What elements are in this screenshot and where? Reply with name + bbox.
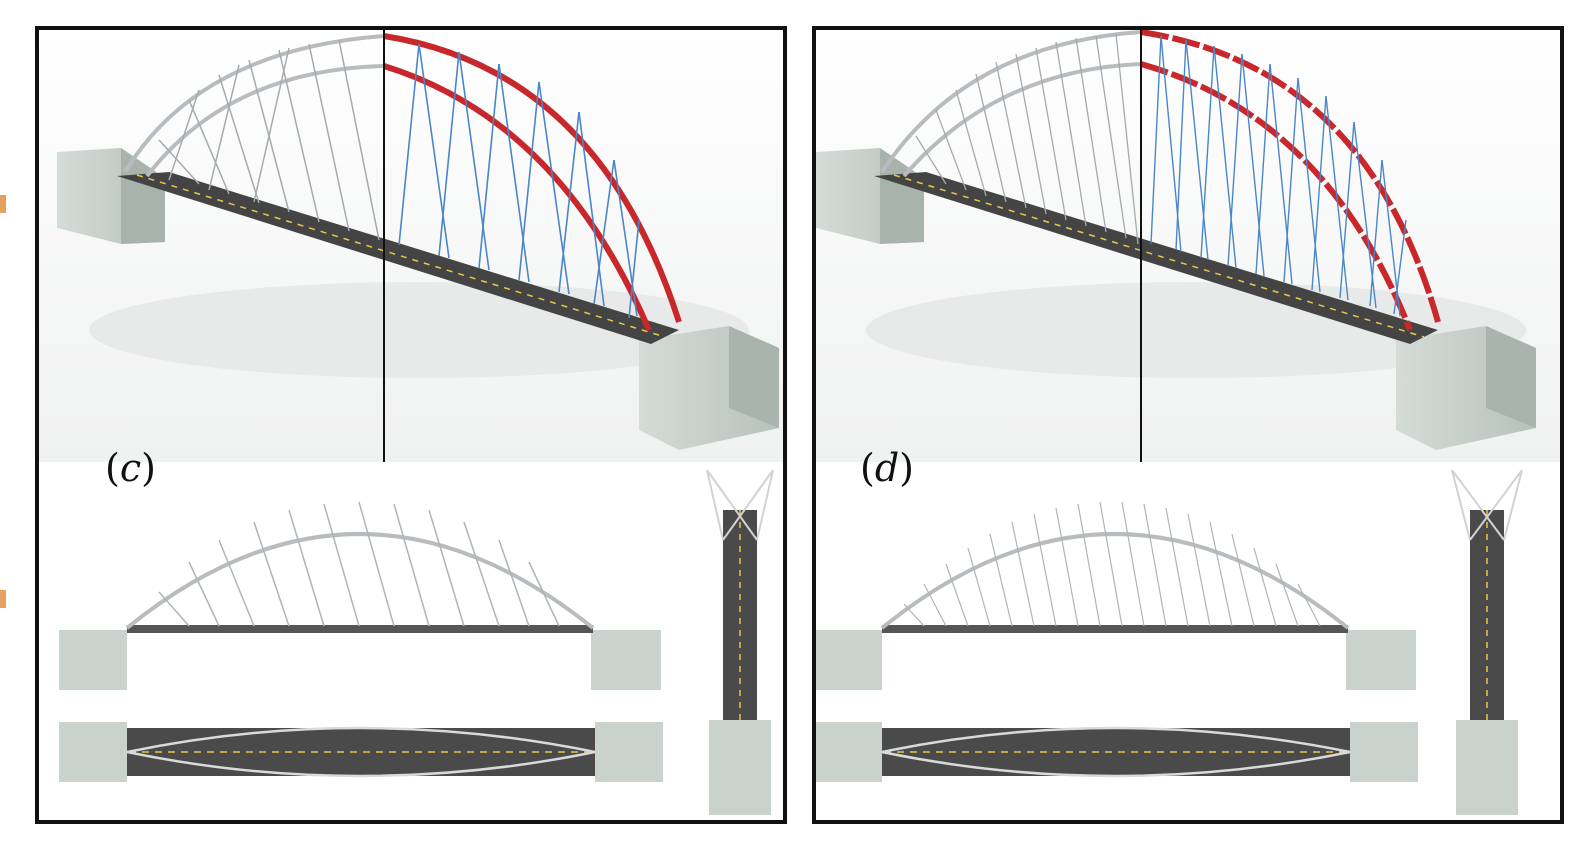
page-edge-mark (0, 590, 6, 608)
side-view (706, 470, 774, 815)
arch-compression-members (1140, 30, 1441, 332)
bridge-deck (127, 625, 593, 633)
bridge-deck (882, 625, 1348, 633)
abutment-left (57, 148, 165, 244)
figure-panel-d: (d) (812, 26, 1564, 824)
perspective-render (39, 30, 783, 462)
front-elevation-view (59, 501, 661, 690)
bridge-deck (882, 728, 1350, 776)
abutment-left (816, 630, 882, 690)
abutment-right (1396, 326, 1536, 450)
abutment-left (816, 148, 924, 244)
front-elevation-view (816, 501, 1416, 690)
arch-plan-outline (881, 726, 1351, 778)
arch-grey-half (880, 30, 1142, 178)
hangers-tension (1150, 35, 1407, 317)
hangers (158, 501, 560, 627)
plan-view (816, 722, 1418, 782)
page-edge-mark (0, 195, 6, 213)
hangers-grey (158, 39, 380, 241)
side-view (1451, 470, 1523, 815)
abutment-right (591, 630, 661, 690)
arch-plan-outline (126, 726, 596, 778)
panel-label-c: (c) (105, 446, 156, 490)
hangers-tension (398, 43, 640, 319)
bridge-deck (127, 728, 595, 776)
panel-label-d: (d) (860, 446, 914, 490)
bridge-deck (117, 172, 679, 344)
arch-rib (125, 532, 595, 630)
abutment-right (1346, 630, 1416, 690)
hangers-grey (915, 33, 1139, 245)
plan-view (59, 722, 663, 782)
hangers (903, 501, 1321, 627)
perspective-render (816, 30, 1560, 462)
arch-compression-members (383, 33, 682, 332)
figure-panel-c: (c) (35, 26, 787, 824)
abutment-right (639, 326, 779, 450)
abutment-left (59, 630, 127, 690)
bridge-deck (874, 172, 1438, 344)
